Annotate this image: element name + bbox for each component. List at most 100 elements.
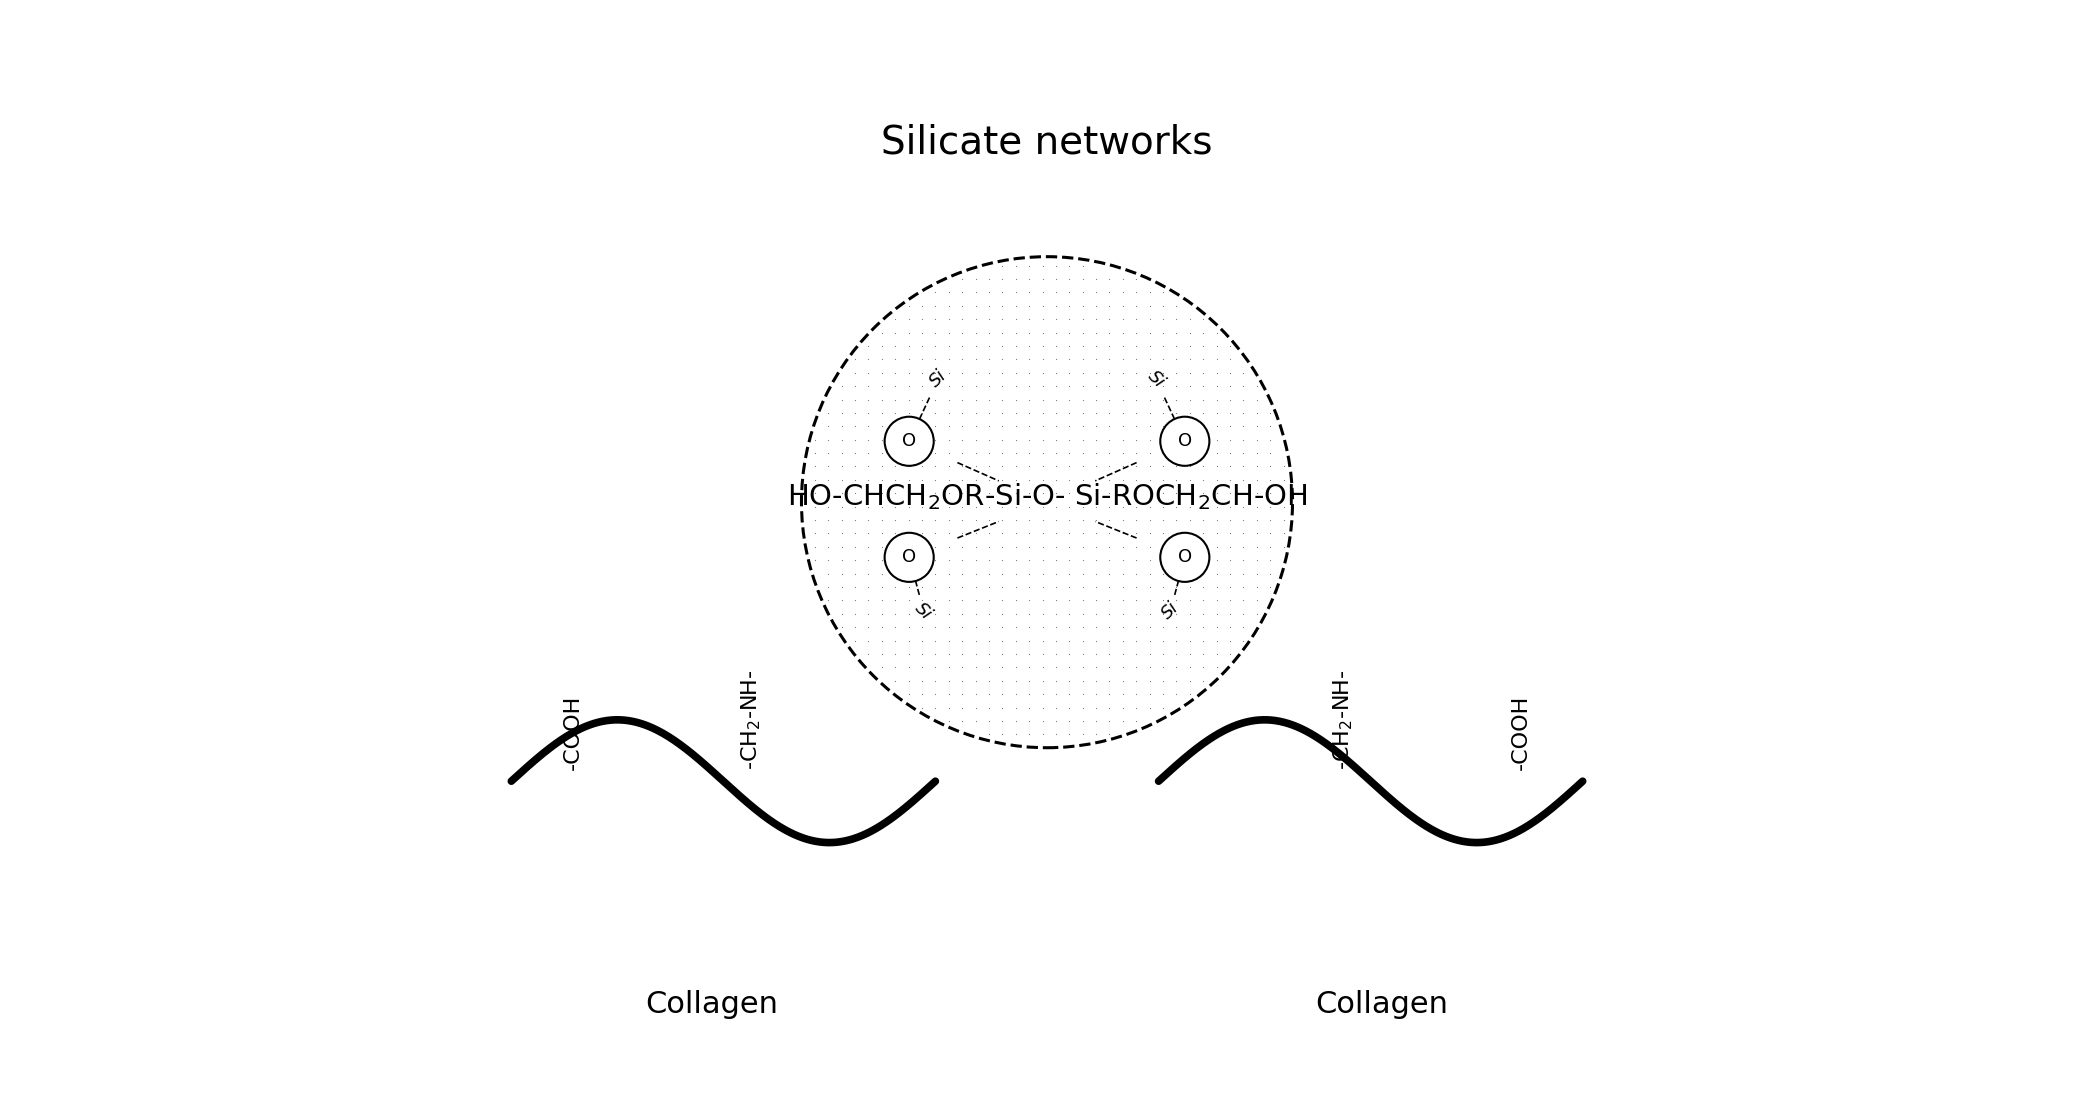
Point	[825, 578, 859, 596]
Point	[1106, 525, 1139, 542]
Point	[1120, 658, 1154, 676]
Point	[986, 658, 1020, 676]
Point	[1120, 578, 1154, 596]
Point	[1133, 498, 1166, 516]
Point	[919, 551, 953, 569]
Point	[1026, 578, 1060, 596]
Point	[798, 538, 831, 556]
Text: O: O	[903, 432, 917, 450]
Point	[932, 444, 965, 462]
Point	[1026, 444, 1060, 462]
Point	[892, 658, 926, 676]
Point	[1120, 458, 1154, 475]
Point	[986, 525, 1020, 542]
Point	[919, 645, 953, 663]
Point	[932, 484, 965, 502]
Point	[1120, 444, 1154, 462]
Point	[892, 484, 926, 502]
Point	[999, 444, 1032, 462]
Point	[1160, 685, 1194, 703]
Point	[1120, 431, 1154, 449]
Point	[1039, 471, 1072, 489]
Point	[986, 578, 1020, 596]
Point	[999, 605, 1032, 623]
Point	[986, 591, 1020, 609]
Point	[852, 350, 886, 368]
Point	[1053, 297, 1087, 315]
Point	[919, 685, 953, 703]
Point	[1254, 525, 1288, 542]
Point	[1093, 471, 1127, 489]
Point	[865, 417, 898, 435]
Point	[1053, 645, 1087, 663]
Point	[1133, 431, 1166, 449]
Point	[1212, 404, 1246, 422]
Point	[1011, 270, 1045, 288]
Point	[986, 377, 1020, 395]
Point	[1026, 699, 1060, 716]
Point	[986, 270, 1020, 288]
Point	[959, 672, 993, 690]
Point	[1026, 417, 1060, 435]
Point	[905, 605, 938, 623]
Point	[972, 297, 1005, 315]
Point	[1078, 538, 1112, 556]
Point	[919, 417, 953, 435]
Point	[852, 565, 886, 583]
Point	[1066, 551, 1099, 569]
Point	[892, 645, 926, 663]
Point	[1187, 591, 1221, 609]
Point	[919, 444, 953, 462]
Point	[1173, 498, 1206, 516]
Point	[1160, 498, 1194, 516]
Point	[838, 364, 871, 382]
Point	[1254, 484, 1288, 502]
Point	[1026, 324, 1060, 341]
Point	[1106, 551, 1139, 569]
Point	[986, 605, 1020, 623]
Point	[1093, 605, 1127, 623]
Point	[1145, 525, 1179, 542]
Point	[1145, 417, 1179, 435]
Point	[1093, 324, 1127, 341]
Point	[1200, 645, 1233, 663]
Point	[865, 605, 898, 623]
Point	[1039, 337, 1072, 355]
Point	[879, 645, 913, 663]
Point	[1227, 525, 1261, 542]
Point	[905, 391, 938, 408]
Point	[798, 525, 831, 542]
Point	[1120, 404, 1154, 422]
Point	[1145, 350, 1179, 368]
Point	[959, 578, 993, 596]
Point	[972, 417, 1005, 435]
Point	[1227, 578, 1261, 596]
Point	[1160, 431, 1194, 449]
Point	[825, 391, 859, 408]
Point	[944, 484, 978, 502]
Point	[999, 632, 1032, 650]
Point	[892, 324, 926, 341]
Point	[1120, 685, 1154, 703]
Text: O: O	[903, 548, 917, 566]
Point	[1106, 712, 1139, 730]
Point	[865, 377, 898, 395]
Point	[1212, 551, 1246, 569]
Point	[1212, 337, 1246, 355]
Point	[972, 350, 1005, 368]
Point	[1093, 417, 1127, 435]
Point	[1053, 618, 1087, 636]
Point	[944, 525, 978, 542]
Point	[919, 297, 953, 315]
Point	[1078, 377, 1112, 395]
Point	[1200, 324, 1233, 341]
Text: -CH$_2$-NH-: -CH$_2$-NH-	[739, 670, 762, 770]
Point	[1227, 417, 1261, 435]
Point	[932, 498, 965, 516]
Point	[1011, 283, 1045, 301]
Point	[1145, 431, 1179, 449]
Point	[1212, 565, 1246, 583]
Point	[959, 350, 993, 368]
Point	[852, 377, 886, 395]
Point	[944, 565, 978, 583]
